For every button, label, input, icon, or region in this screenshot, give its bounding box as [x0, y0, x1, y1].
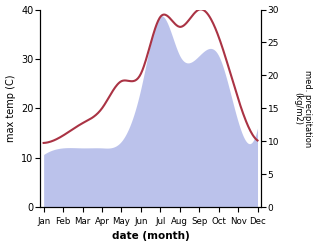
Y-axis label: med. precipitation
(kg/m2): med. precipitation (kg/m2)	[293, 70, 313, 147]
X-axis label: date (month): date (month)	[112, 231, 190, 242]
Y-axis label: max temp (C): max temp (C)	[5, 75, 16, 142]
